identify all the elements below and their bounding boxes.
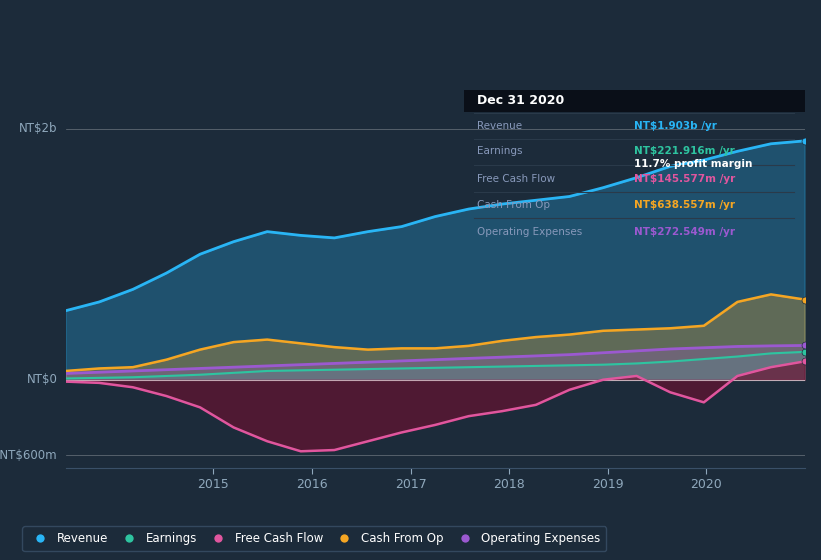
Text: NT$145.577m /yr: NT$145.577m /yr bbox=[635, 174, 736, 184]
Text: 11.7% profit margin: 11.7% profit margin bbox=[635, 159, 753, 169]
FancyBboxPatch shape bbox=[464, 90, 805, 112]
Text: Dec 31 2020: Dec 31 2020 bbox=[478, 94, 565, 108]
Text: Free Cash Flow: Free Cash Flow bbox=[478, 174, 556, 184]
Text: NT$638.557m /yr: NT$638.557m /yr bbox=[635, 200, 736, 211]
Text: NT$2b: NT$2b bbox=[19, 122, 57, 135]
Text: Revenue: Revenue bbox=[478, 120, 523, 130]
Text: Earnings: Earnings bbox=[478, 146, 523, 156]
Text: Operating Expenses: Operating Expenses bbox=[478, 227, 583, 237]
Text: NT$272.549m /yr: NT$272.549m /yr bbox=[635, 227, 736, 237]
Text: NT$1.903b /yr: NT$1.903b /yr bbox=[635, 120, 717, 130]
Text: NT$0: NT$0 bbox=[26, 373, 57, 386]
Text: Cash From Op: Cash From Op bbox=[478, 200, 551, 211]
Text: -NT$600m: -NT$600m bbox=[0, 449, 57, 461]
Text: NT$221.916m /yr: NT$221.916m /yr bbox=[635, 146, 735, 156]
Legend: Revenue, Earnings, Free Cash Flow, Cash From Op, Operating Expenses: Revenue, Earnings, Free Cash Flow, Cash … bbox=[22, 526, 607, 551]
